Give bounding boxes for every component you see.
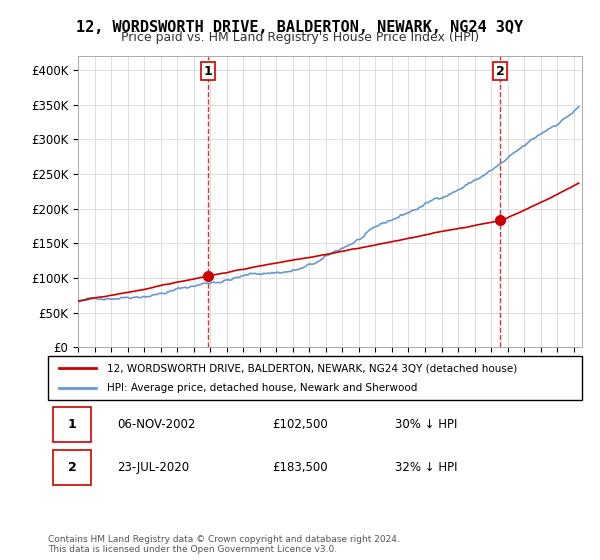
Text: HPI: Average price, detached house, Newark and Sherwood: HPI: Average price, detached house, Newa… <box>107 383 417 393</box>
Text: 1: 1 <box>203 65 212 78</box>
Text: 1: 1 <box>68 418 76 431</box>
Text: 30% ↓ HPI: 30% ↓ HPI <box>395 418 457 431</box>
Text: Price paid vs. HM Land Registry's House Price Index (HPI): Price paid vs. HM Land Registry's House … <box>121 31 479 44</box>
Text: 2: 2 <box>68 461 76 474</box>
Text: 12, WORDSWORTH DRIVE, BALDERTON, NEWARK, NG24 3QY (detached house): 12, WORDSWORTH DRIVE, BALDERTON, NEWARK,… <box>107 363 517 373</box>
Text: Contains HM Land Registry data © Crown copyright and database right 2024.
This d: Contains HM Land Registry data © Crown c… <box>48 535 400 554</box>
Text: £102,500: £102,500 <box>272 418 328 431</box>
Text: 06-NOV-2002: 06-NOV-2002 <box>118 418 196 431</box>
Text: 32% ↓ HPI: 32% ↓ HPI <box>395 461 458 474</box>
Text: £183,500: £183,500 <box>272 461 328 474</box>
Text: 23-JUL-2020: 23-JUL-2020 <box>118 461 190 474</box>
FancyBboxPatch shape <box>48 356 582 400</box>
FancyBboxPatch shape <box>53 407 91 442</box>
Text: 2: 2 <box>496 65 505 78</box>
Text: 12, WORDSWORTH DRIVE, BALDERTON, NEWARK, NG24 3QY: 12, WORDSWORTH DRIVE, BALDERTON, NEWARK,… <box>76 20 524 35</box>
FancyBboxPatch shape <box>53 450 91 486</box>
